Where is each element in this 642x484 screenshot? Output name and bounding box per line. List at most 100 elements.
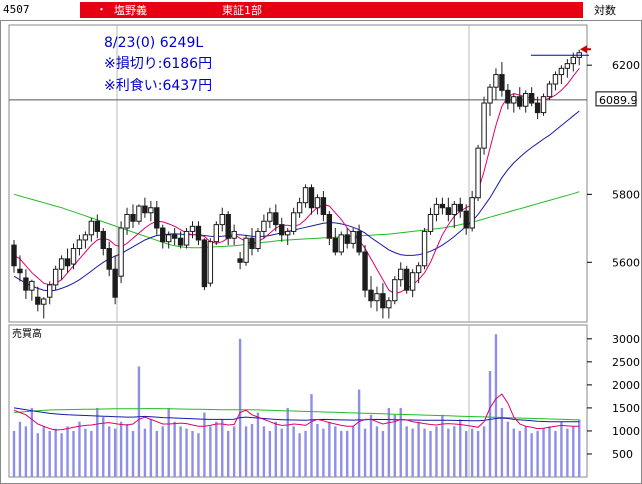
candle-body xyxy=(154,207,160,229)
volume-bar xyxy=(221,419,224,477)
volume-panel-label: 売買高 xyxy=(12,327,42,340)
volume-bar xyxy=(494,334,498,477)
volume-bar xyxy=(488,371,492,477)
header-bar: 4507 ・ 塩野義 東証1部 対数 xyxy=(0,0,642,20)
entry-arrow-icon xyxy=(580,45,591,54)
volume-bar xyxy=(393,414,396,477)
volume-tick-label: 2500 xyxy=(612,356,640,369)
scale-mode-button[interactable]: 対数 xyxy=(594,4,616,17)
price-marker-label: 6089.9 xyxy=(599,94,638,107)
candle-body xyxy=(552,74,559,85)
volume-bar xyxy=(441,414,444,477)
candle-body xyxy=(517,96,523,107)
volume-bar xyxy=(185,428,188,477)
volume-tick-label: 1000 xyxy=(612,425,640,438)
candle-body xyxy=(100,230,106,250)
candle-body xyxy=(398,268,404,281)
candle-body xyxy=(76,239,83,250)
candle-body xyxy=(570,56,576,65)
candle-body xyxy=(511,96,517,104)
candle-body xyxy=(94,220,100,232)
candle-body xyxy=(302,187,309,204)
volume-bar xyxy=(238,338,242,477)
candle-body xyxy=(475,147,481,199)
candle-body xyxy=(70,248,77,265)
volume-bar xyxy=(417,421,420,477)
candle-body xyxy=(279,224,285,236)
price-tick-label: 6200 xyxy=(612,59,640,72)
volume-bar xyxy=(363,428,367,477)
volume-bar xyxy=(18,421,22,477)
price-tick-label: 5600 xyxy=(612,256,640,269)
volume-bar xyxy=(310,394,313,477)
price-ma-long-line xyxy=(13,191,580,249)
volume-bar xyxy=(447,428,450,477)
candle-body xyxy=(17,268,23,274)
candle-body xyxy=(469,197,475,229)
volume-tick-label: 500 xyxy=(612,448,633,461)
volume-bar xyxy=(340,430,343,477)
volume-ma-short-line xyxy=(13,393,580,431)
candle-body xyxy=(183,230,190,246)
volume-tick-label: 3000 xyxy=(612,333,640,346)
volume-bar xyxy=(560,421,563,477)
price-tick-label: 5800 xyxy=(612,188,640,201)
volume-bar xyxy=(125,424,129,477)
take-profit-annotation: ※利食い:6437円 xyxy=(104,77,212,94)
entry-annotation: 8/23(0) 6249L xyxy=(104,35,203,51)
candle-body xyxy=(350,230,356,244)
volume-bar xyxy=(262,426,266,477)
candle-body xyxy=(207,241,214,284)
volume-bar xyxy=(96,407,99,477)
volume-bar xyxy=(12,430,16,477)
volume-bar xyxy=(119,421,123,477)
volume-bar xyxy=(84,428,87,477)
volume-bar xyxy=(72,430,75,477)
volume-bar xyxy=(554,430,557,477)
volume-bar xyxy=(292,426,295,477)
candle-body xyxy=(243,237,249,263)
candle-body xyxy=(290,212,297,232)
volume-bar xyxy=(304,430,307,477)
volume-bar xyxy=(54,428,57,477)
volume-bar xyxy=(42,426,45,477)
candle-body xyxy=(332,237,339,253)
volume-bar xyxy=(179,426,182,477)
candle-body xyxy=(249,237,255,250)
candle-body xyxy=(88,220,95,236)
candle-body xyxy=(130,213,136,222)
candle-body xyxy=(409,272,416,291)
candle-body xyxy=(189,225,196,232)
candle-body xyxy=(23,277,29,291)
volume-bar xyxy=(334,426,337,477)
volume-bar xyxy=(60,433,63,477)
volume-bar xyxy=(322,428,325,477)
candle-body xyxy=(177,237,184,246)
candle-body xyxy=(195,225,202,241)
candle-body xyxy=(362,251,368,291)
candle-body xyxy=(52,268,59,286)
volume-bar xyxy=(268,430,272,477)
candle-body xyxy=(487,86,493,104)
volume-bar xyxy=(572,426,575,477)
volume-bar xyxy=(143,428,147,477)
candle-body xyxy=(273,212,279,226)
volume-bar xyxy=(518,430,521,477)
volume-bar xyxy=(482,426,486,477)
candle-body xyxy=(528,93,535,104)
volume-bar xyxy=(274,421,277,477)
volume-bar xyxy=(155,430,158,477)
candle-body xyxy=(356,230,362,253)
candle-body xyxy=(296,202,303,214)
volume-bar xyxy=(566,428,569,477)
volume-bar xyxy=(256,412,260,477)
volume-bar xyxy=(30,407,34,477)
candle-body xyxy=(463,210,469,229)
candle-body xyxy=(344,234,350,244)
bullet-mark: ・ xyxy=(96,3,107,16)
volume-bar xyxy=(250,424,254,477)
volume-bar xyxy=(173,421,176,477)
candle-body xyxy=(433,203,440,215)
candle-body xyxy=(261,220,267,232)
